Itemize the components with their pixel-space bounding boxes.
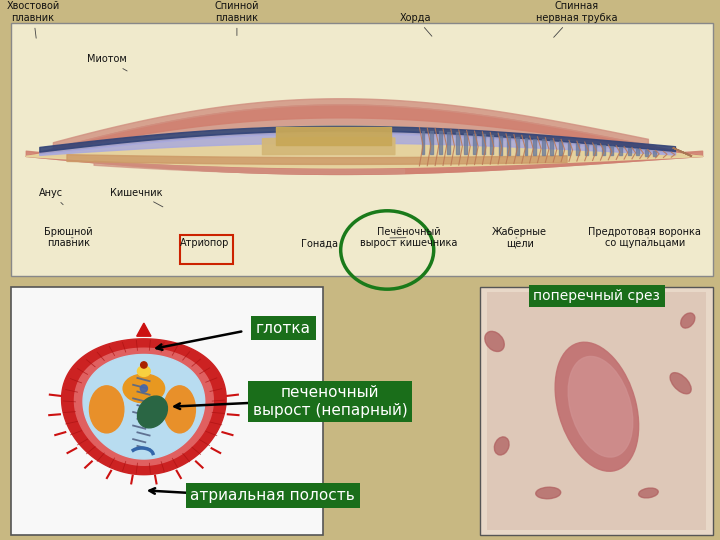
Ellipse shape [568, 356, 633, 457]
Ellipse shape [164, 386, 195, 433]
Text: печеночный
вырост (непарный): печеночный вырост (непарный) [253, 386, 408, 418]
Polygon shape [83, 354, 204, 459]
Text: глотка: глотка [256, 321, 311, 336]
Text: Гонада: Гонада [301, 239, 338, 248]
Text: Жаберные
щели: Жаберные щели [492, 227, 547, 248]
Text: Атриопор: Атриопор [180, 239, 230, 248]
Text: Печёночный
вырост кишечника: Печёночный вырост кишечника [360, 227, 457, 248]
Ellipse shape [123, 374, 165, 403]
Text: Спинная
нервная трубка: Спинная нервная трубка [536, 1, 618, 37]
Text: поперечный срез: поперечный срез [534, 289, 660, 303]
Text: Анус: Анус [39, 188, 63, 205]
Ellipse shape [89, 386, 124, 433]
Ellipse shape [555, 342, 639, 471]
Ellipse shape [670, 373, 691, 394]
Text: Хорда: Хорда [400, 12, 432, 36]
FancyBboxPatch shape [12, 287, 323, 535]
Bar [180, 235, 233, 264]
Ellipse shape [140, 362, 147, 368]
Ellipse shape [485, 332, 504, 352]
Ellipse shape [140, 385, 148, 392]
Ellipse shape [138, 366, 150, 376]
Polygon shape [74, 348, 213, 465]
Text: Брюшной
плавник: Брюшной плавник [45, 227, 93, 248]
Text: Хвостовой
плавник: Хвостовой плавник [6, 1, 60, 38]
Ellipse shape [639, 488, 658, 498]
FancyBboxPatch shape [480, 287, 713, 535]
Text: Миотом: Миотом [86, 55, 127, 71]
FancyBboxPatch shape [487, 292, 706, 530]
Ellipse shape [680, 313, 695, 328]
Ellipse shape [536, 487, 561, 499]
Text: атриальная полость: атриальная полость [190, 488, 355, 503]
Polygon shape [62, 339, 226, 475]
Text: Предротовая воронка
со щупальцами: Предротовая воронка со щупальцами [588, 227, 701, 248]
Ellipse shape [138, 396, 168, 428]
FancyBboxPatch shape [12, 23, 713, 276]
Text: Спинной
плавник: Спинной плавник [215, 1, 259, 36]
Text: Кишечник: Кишечник [110, 188, 163, 207]
Polygon shape [137, 323, 151, 336]
Ellipse shape [495, 437, 509, 455]
